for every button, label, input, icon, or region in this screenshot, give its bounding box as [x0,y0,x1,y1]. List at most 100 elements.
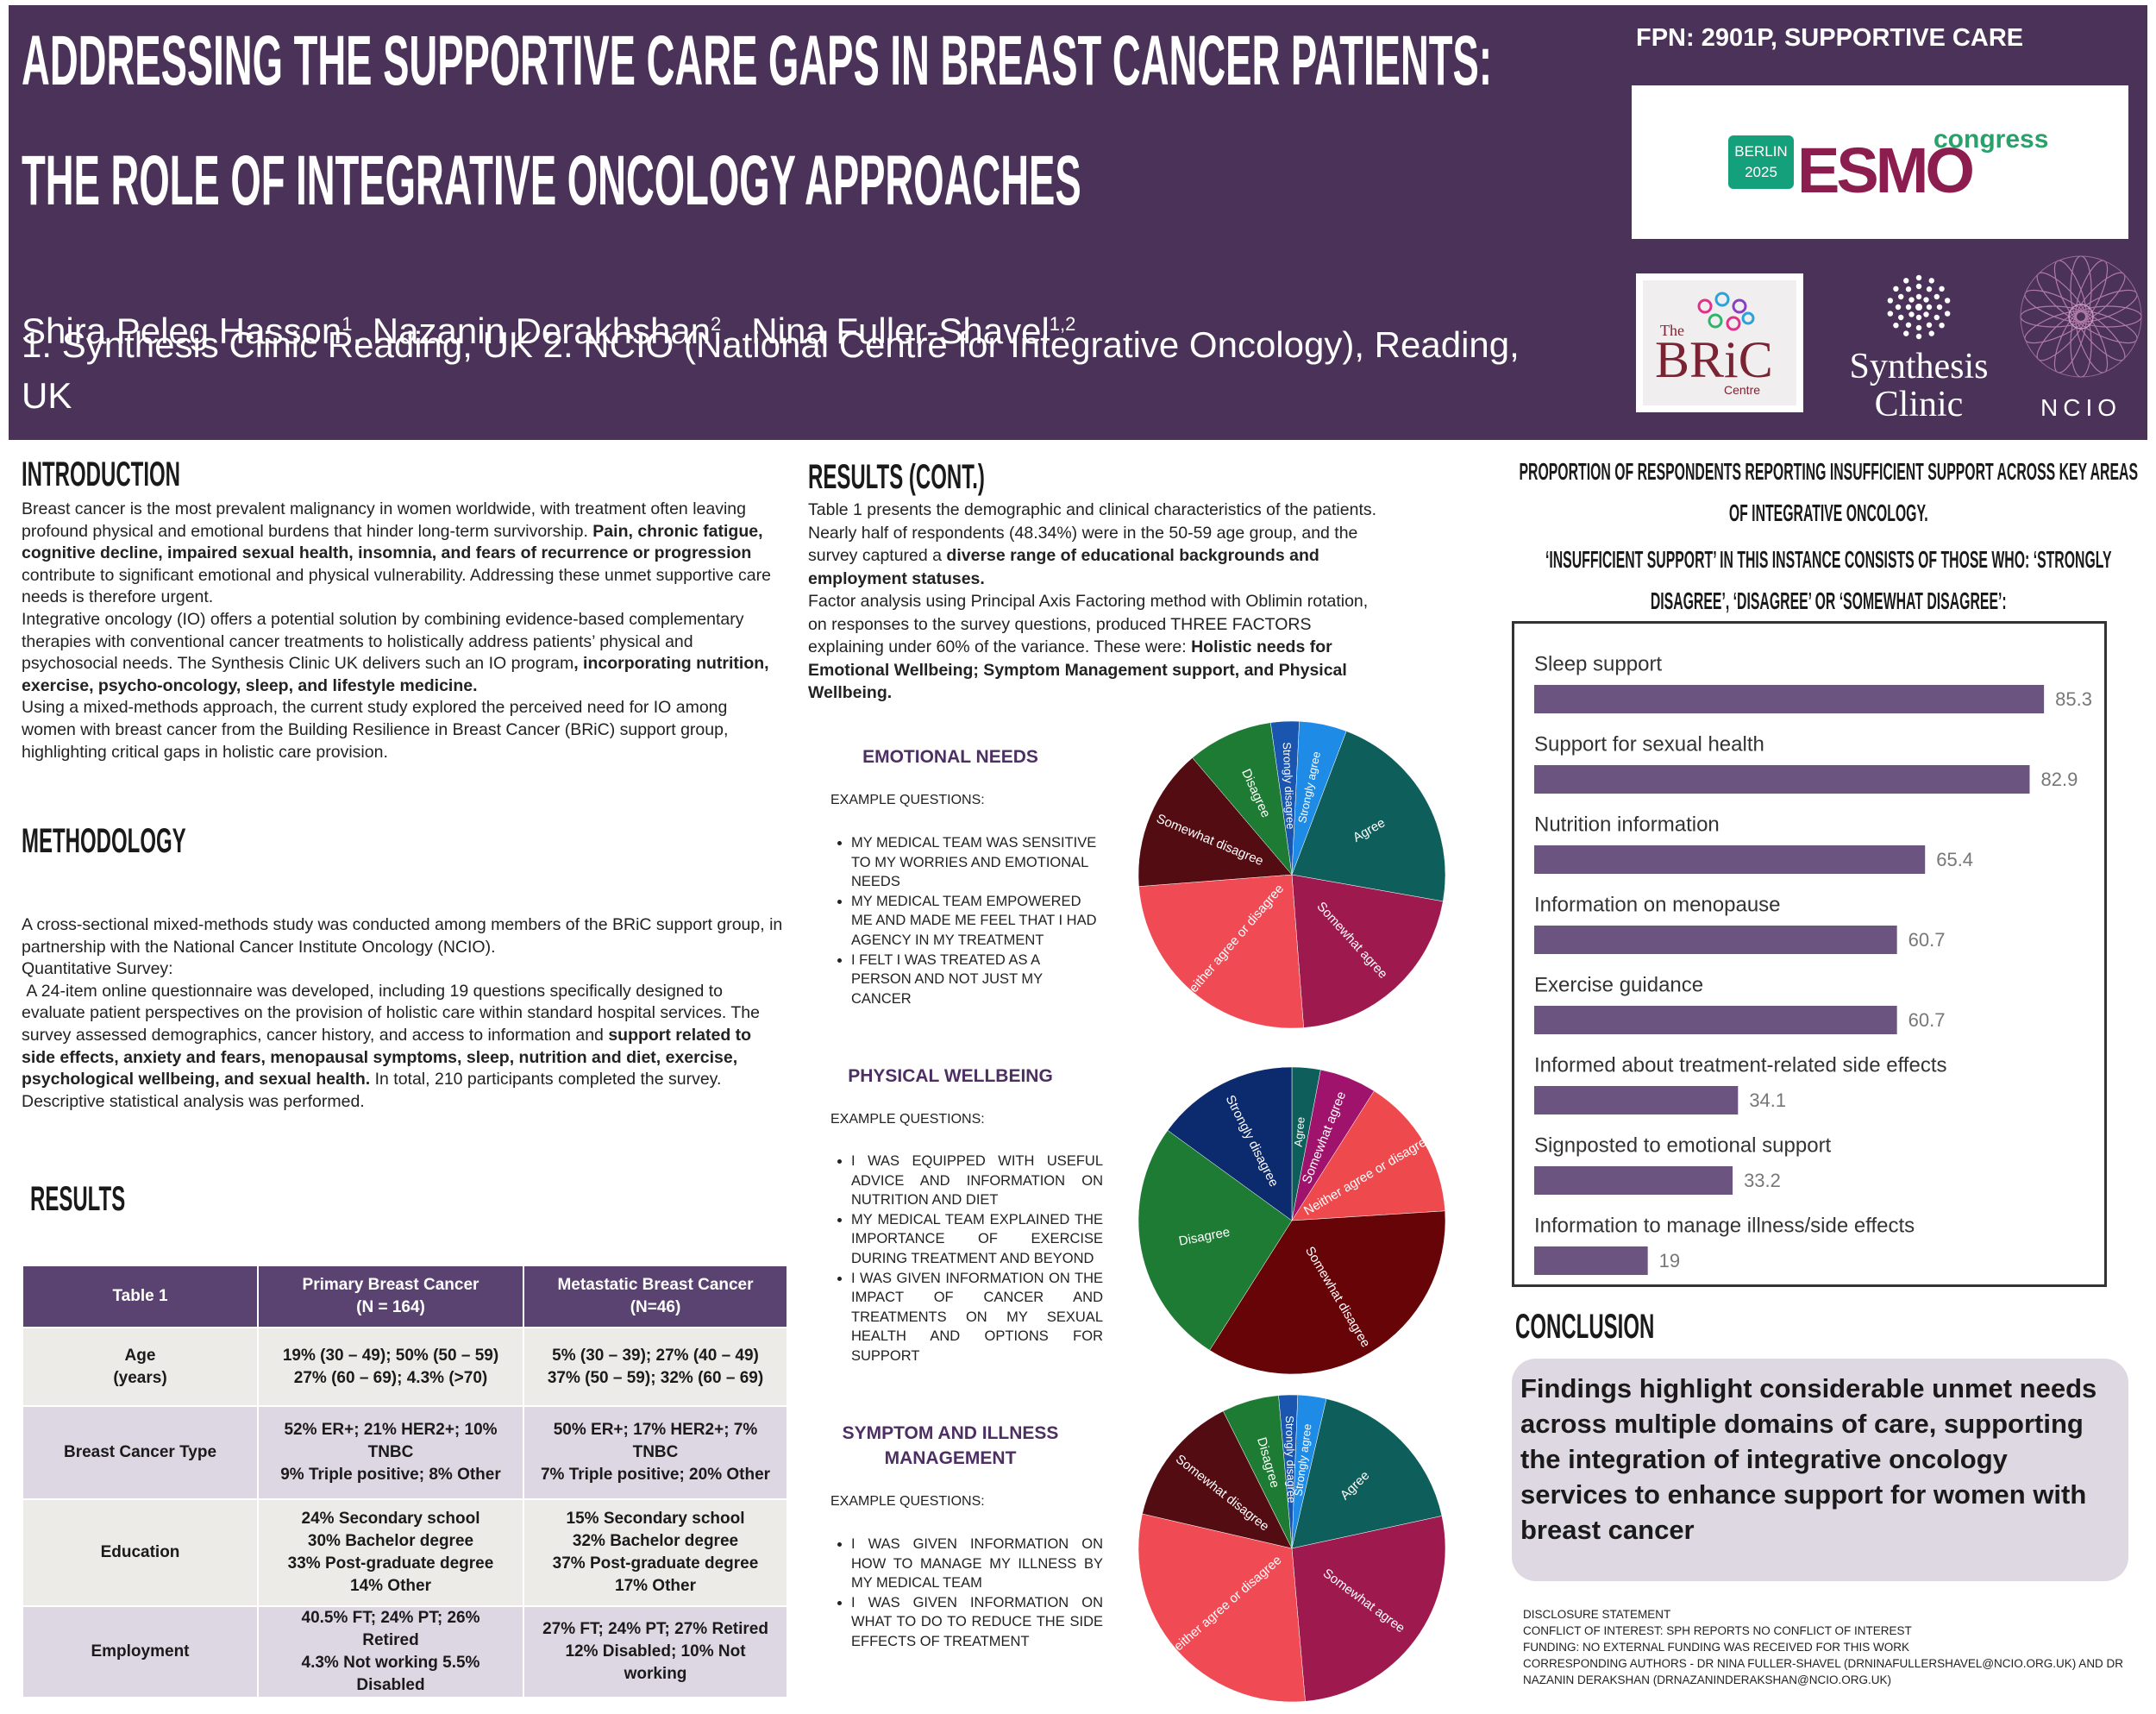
cell-line: Employment [91,1642,190,1661]
paragraph: Using a mixed-methods approach, the curr… [22,697,785,763]
bar-chart: Sleep support 85.3 Support for sexual heal… [1512,621,2107,1287]
flower-dot [1887,298,1894,304]
paragraph: A cross-sectional mixed-methods study wa… [22,914,785,958]
flower-dot [1936,304,1943,311]
slice-label: Agree [1292,1116,1307,1147]
flower-dot [1923,311,1929,317]
section-heading: RESULTS [30,1180,126,1218]
value-label: 34.1 [1749,1089,1786,1111]
cell-line: 37% Post-graduate degree [552,1554,759,1573]
category-label: Exercise guidance [1534,973,1703,996]
logo-text: 2025 [1745,164,1777,180]
flower-dot [1928,278,1934,284]
authors: Shira Peleg Hasson1, Nazanin Derakhshan2… [22,269,1075,352]
table-cell: 24% Secondary school 30% Bachelor degree 3… [257,1498,524,1607]
flower-icon [1887,274,1951,340]
logo-text: Centre [1724,383,1760,397]
flower-dot [1915,274,1922,281]
flower-dot [1915,314,1922,321]
logo-text: BERLIN [1734,143,1787,160]
category-label: Sleep support [1534,652,1662,675]
cell-line: 7% Triple positive; 20% Other [540,1466,771,1484]
cell-line: 27% FT; 24% PT; 27% Retired [542,1620,768,1638]
flower-dot [1915,324,1922,331]
cell-line: Breast Cancer Type [63,1443,217,1461]
flower-dot [1934,314,1940,321]
conclusion-box: Findings highlight considerable unmet ne… [1512,1359,2128,1581]
logo-text: Clinic [1875,385,1964,423]
disclosure-line: CORRESPONDING AUTHORS - DR NINA FULLER-S… [1523,1657,2124,1686]
section-heading: RESULTS (CONT.) [808,458,985,496]
table-cell: Age (years) [22,1327,259,1407]
flower-dot [1939,286,1945,292]
text-run: contribute to significant emotional and … [22,565,771,607]
flower-dot [1939,322,1945,329]
table-cell: Employment [22,1605,259,1698]
table-header-cell: Primary Breast Cancer (N = 164) [257,1265,524,1328]
disclosure-line: DISCLOSURE STATEMENT [1523,1608,1671,1621]
cell-line: 33% Post-graduate degree [287,1554,494,1573]
question: MY MEDICAL TEAM EXPLAINED THE IMPORTANCE… [851,1210,1103,1269]
cell-line: 27% (60 – 69); 4.3% (>70) [293,1368,488,1387]
cell-line: 14% Other [350,1577,431,1595]
pie-slice [1291,874,1444,1028]
logo-text: Synthesis [1849,347,1988,386]
flower-dot [1928,330,1934,336]
author: Shira Peleg Hasson [22,311,342,351]
chart-subtitle: ‘INSUFFICIENT SUPPORT’ IN THIS INSTANCE … [1545,546,2112,614]
value-label: 85.3 [2055,688,2092,710]
author-affiliation: 1 [342,313,353,335]
flower-dot [1944,311,1951,317]
table-cell: Education [22,1498,259,1607]
pie-slice [1138,1130,1293,1351]
question: I WAS GIVEN INFORMATION ON WHAT TO DO TO… [851,1593,1103,1652]
introduction-text: Breast cancer is the most prevalent mali… [22,499,785,763]
text-run: Pain, chronic fatigue, cognitive decline… [22,521,763,563]
author-affiliation: 1,2 [1049,313,1076,335]
category-label: Support for sexual health [1534,732,1764,756]
cell-line: (N = 164) [356,1298,425,1316]
bar [1534,1246,1648,1275]
flower-dot [1934,293,1940,300]
disclosure: DISCLOSURE STATEMENT CONFLICT OF INTEREST… [1523,1606,2127,1688]
section-heading: PHYSICAL WELLBEING [848,1066,1053,1086]
pie-slice [1138,1513,1306,1703]
table-row: Employment 40.5% FT; 24% PT; 26% Retired 4.… [22,1605,788,1698]
conclusion-text: Findings highlight considerable unmet ne… [1520,1373,2097,1545]
cell-line: 40.5% FT; 24% PT; 26% [301,1609,480,1627]
affiliations: 1. Synthesis Clinic Reading, UK 2. NCIO … [22,324,1520,416]
category-label: Information to manage illness/side effec… [1534,1214,1915,1237]
pie-slice [1138,874,1304,1029]
paragraph: Table 1 presents the demographic and cli… [808,499,1377,590]
bar [1534,926,1897,954]
bar [1534,685,2045,713]
cell-line: TNBC [367,1443,414,1461]
disclosure-line: CONFLICT OF INTEREST: SPH REPORTS NO CON… [1523,1624,1912,1637]
cell-line: 30% Bachelor degree [307,1532,474,1550]
cell-line: 15% Secondary school [566,1510,745,1528]
title-line: THE ROLE OF INTEGRATIVE ONCOLOGY APPROAC… [22,141,1081,220]
flower-dot [1905,304,1912,311]
section-heading: SYMPTOM AND ILLNESS MANAGEMENT [842,1423,1059,1468]
methodology-text: A cross-sectional mixed-methods study wa… [22,914,785,1113]
bric-logo: The BRiC Centre [1636,273,1803,412]
question: MY MEDICAL TEAM EMPOWERED ME AND MADE ME… [851,892,1103,951]
table-cell: 27% FT; 24% PT; 27% Retired 12% Disabled;… [523,1605,788,1698]
cell-line: Education [100,1543,180,1561]
text-run: Integrative oncology (IO) offers a poten… [22,609,744,674]
flower-dot [1926,304,1933,311]
cell-line: Retired [362,1631,419,1649]
text-run: Table 1 presents the demographic and cli… [808,500,1377,565]
logo-box [1632,85,2128,239]
flower-dot [1915,304,1922,311]
category-label: Informed about treatment-related side ef… [1534,1053,1947,1077]
example-label: EXAMPLE QUESTIONS: [830,1112,985,1127]
logo-text: congress [1934,125,2048,154]
mandala-ring [2020,255,2142,378]
question: I WAS EQUIPPED WITH USEFUL ADVICE AND IN… [851,1152,1103,1210]
bar [1534,1166,1733,1195]
text-run: support related to side effects, anxiety… [22,1025,756,1089]
bar [1534,1006,1897,1034]
